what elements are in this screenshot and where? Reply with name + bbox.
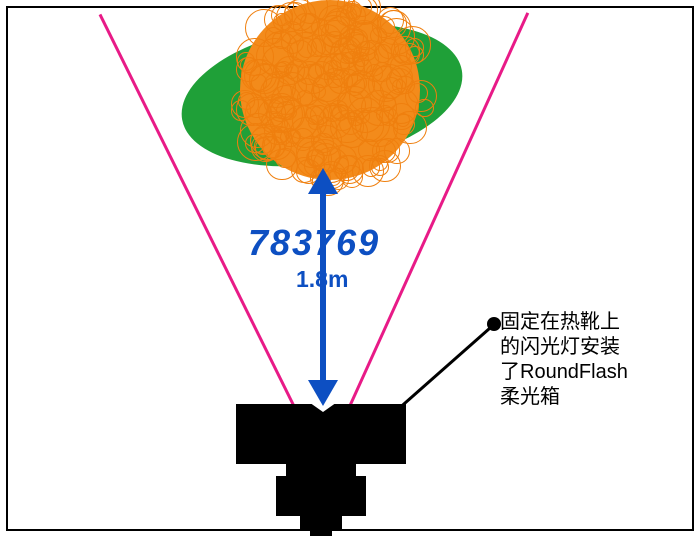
hair-curl bbox=[393, 111, 426, 144]
callout-line-1: 的闪光灯安装 bbox=[500, 335, 628, 360]
hair-curl bbox=[271, 85, 301, 115]
distance-arrow-head-down bbox=[308, 380, 338, 406]
hair-curl bbox=[276, 61, 292, 77]
camera-body bbox=[276, 476, 366, 516]
callout-line-3: 柔光箱 bbox=[500, 385, 628, 410]
camera-lens-ring bbox=[306, 450, 346, 476]
hair-curl bbox=[236, 57, 261, 82]
distance-label: 1.8m bbox=[296, 266, 348, 293]
callout-text: 固定在热靴上的闪光灯安装了RoundFlash柔光箱 bbox=[500, 310, 628, 410]
distance-arrow-head-up bbox=[308, 168, 338, 194]
camera-foot bbox=[310, 526, 332, 536]
hair-curl bbox=[371, 158, 389, 176]
watermark-text: 783769 bbox=[248, 222, 380, 264]
callout-line-2: 了RoundFlash bbox=[500, 360, 628, 385]
hair-curl bbox=[391, 36, 420, 65]
callout-line-0: 固定在热靴上 bbox=[500, 310, 628, 335]
hair-curl bbox=[251, 133, 280, 162]
hair-curl bbox=[318, 105, 352, 139]
hair-curl bbox=[341, 165, 363, 187]
